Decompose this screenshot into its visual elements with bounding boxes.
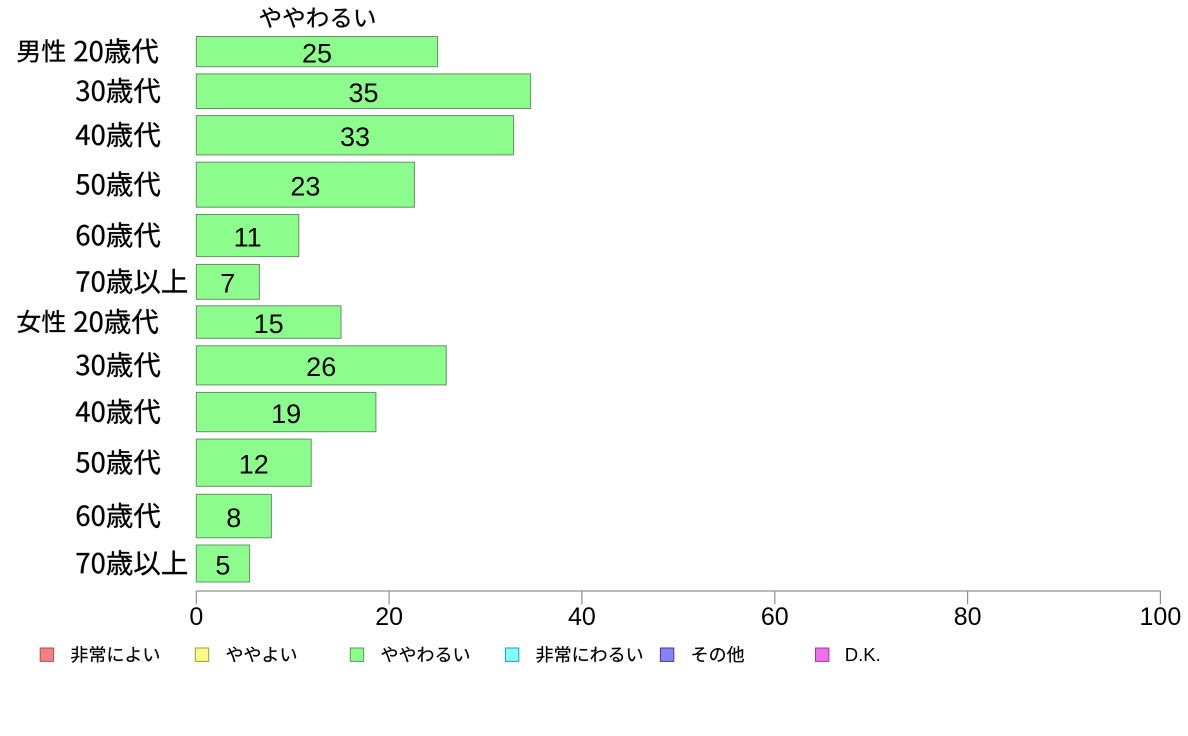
svg-text:35: 35	[348, 78, 378, 108]
svg-text:33: 33	[340, 122, 370, 152]
svg-text:60: 60	[761, 603, 789, 631]
svg-text:15: 15	[254, 309, 284, 339]
svg-text:12: 12	[239, 450, 269, 480]
svg-text:100: 100	[1140, 603, 1182, 631]
svg-text:0: 0	[189, 603, 203, 631]
svg-text:7: 7	[220, 269, 235, 299]
svg-text:25: 25	[302, 39, 332, 69]
svg-text:11: 11	[234, 222, 262, 252]
svg-text:26: 26	[306, 352, 336, 382]
svg-text:23: 23	[290, 172, 320, 202]
svg-text:8: 8	[226, 503, 241, 533]
svg-text:19: 19	[271, 399, 301, 429]
svg-text:80: 80	[954, 603, 982, 631]
svg-text:5: 5	[215, 550, 230, 580]
svg-text:D.K.: D.K.	[845, 644, 881, 665]
svg-text:20: 20	[375, 603, 403, 631]
svg-text:40: 40	[568, 603, 596, 631]
